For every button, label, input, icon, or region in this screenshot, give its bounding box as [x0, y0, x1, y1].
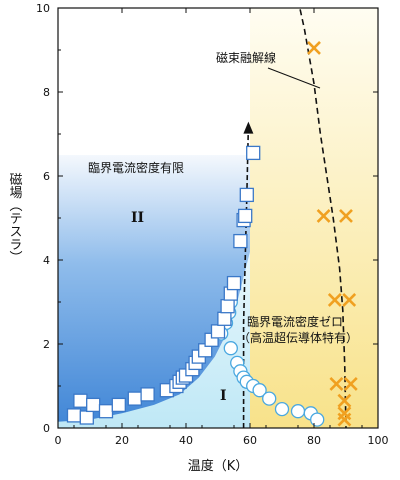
region-II-numeral: II: [131, 210, 144, 226]
y-tick-label: 8: [43, 86, 50, 99]
data-point-cross: [337, 412, 352, 427]
data-point-square: [239, 187, 254, 203]
data-point-square: [73, 393, 88, 408]
data-point-square: [127, 391, 142, 406]
data-point-circle: [274, 401, 290, 417]
region-I-numeral: I: [220, 388, 227, 404]
melting-label-leader: [267, 67, 321, 89]
data-point-cross: [337, 393, 352, 408]
y-axis-title: 磁場（テスラ）: [7, 173, 23, 264]
x-tick-label: 60: [243, 434, 257, 447]
data-point-square: [111, 397, 126, 413]
melting-line-label: 磁束融解線: [216, 50, 276, 65]
axis-ticks: 0 20 40 60 80 100 0 2 4 6 8 10: [36, 2, 389, 447]
data-point-square: [238, 208, 253, 224]
data-point-cross: [316, 208, 331, 223]
melting-line: [299, 8, 347, 428]
data-point-circle: [252, 383, 267, 398]
data-point-cross: [343, 376, 358, 391]
data-point-square: [79, 410, 94, 425]
boundary-dashed-line: [242, 125, 250, 428]
region-I-background: [58, 251, 250, 428]
cross-stroke: [337, 393, 352, 408]
markers-layer: [66, 40, 358, 427]
y-tick-label: 4: [43, 254, 50, 267]
data-point-square: [210, 324, 226, 339]
x-tick-label: 20: [115, 434, 129, 447]
data-point-square: [86, 397, 101, 413]
cross-stroke: [327, 292, 342, 307]
zero-current-label: 臨界電流密度ゼロ: [247, 314, 343, 329]
data-point-square: [217, 311, 232, 326]
data-point-circle: [262, 391, 277, 406]
y-tick-label: 6: [43, 170, 50, 183]
cross-stroke: [337, 412, 352, 427]
cross-stroke: [339, 208, 353, 223]
x-tick-label: 80: [307, 434, 321, 447]
cross-stroke: [307, 40, 321, 55]
y-tick-label: 10: [36, 2, 50, 15]
data-point-square: [140, 387, 155, 402]
data-point-cross: [307, 40, 321, 55]
region-yellow-background: [250, 8, 378, 428]
data-point-cross: [327, 292, 342, 307]
high-tc-label: （高温超伝導体特有）: [238, 330, 358, 345]
data-point-square: [226, 275, 242, 291]
cross-stroke: [343, 376, 358, 391]
x-tick-label: 100: [368, 434, 389, 447]
data-point-square: [98, 404, 114, 419]
y-tick-label: 0: [43, 422, 50, 435]
cross-stroke: [329, 376, 344, 391]
cross-stroke: [342, 292, 357, 307]
x-tick-label: 0: [55, 434, 62, 447]
x-tick-label: 40: [179, 434, 193, 447]
x-axis-title: 温度（K）: [188, 458, 249, 474]
data-point-square: [233, 233, 248, 249]
data-point-cross: [339, 208, 353, 223]
data-point-cross: [329, 376, 344, 391]
region-II-label: 臨界電流密度有限: [88, 160, 184, 175]
lines-layer: [242, 8, 347, 428]
data-point-square: [246, 145, 261, 161]
region-backgrounds: [58, 8, 378, 428]
data-point-circle: [310, 412, 325, 427]
cross-stroke: [316, 208, 331, 223]
data-point-square: [220, 299, 235, 314]
boundary-arrowhead: [243, 121, 254, 134]
data-point-circle: [290, 404, 306, 419]
y-tick-label: 2: [43, 338, 50, 351]
data-point-square: [66, 408, 82, 423]
data-point-cross: [342, 292, 357, 307]
data-point-circle: [223, 341, 238, 356]
